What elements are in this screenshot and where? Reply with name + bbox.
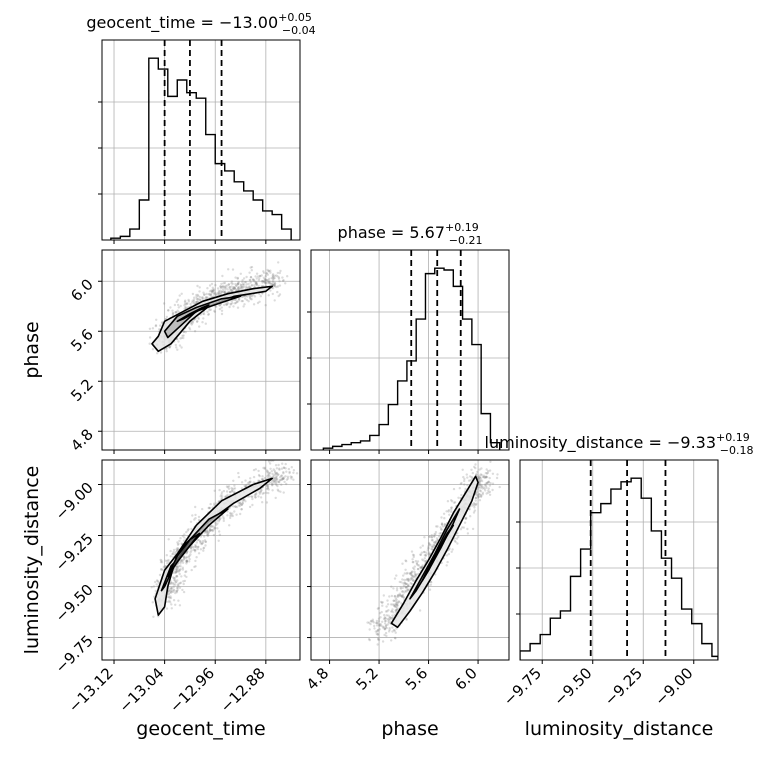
- xtick-label-geocent_time-3: −12.88: [217, 664, 269, 716]
- yaxis-label-phase: phase: [21, 321, 43, 378]
- contour-luminosity_distance_vs_phase-1: [409, 508, 461, 600]
- title-plus-geocent_time: +0.05: [278, 11, 312, 24]
- contour-phase_vs_geocent_time-2: [176, 304, 210, 323]
- contour-luminosity_distance_vs_phase-0: [390, 475, 479, 629]
- title-minus-phase: −0.21: [449, 234, 483, 247]
- panel-luminosity_distance-vs-luminosity_distance: [520, 460, 718, 660]
- xtick-label-luminosity_distance-3: −9.00: [651, 664, 696, 709]
- xtick-label-phase-3: 6.0: [451, 664, 481, 694]
- panel-title-luminosity_distance: luminosity_distance = −9.33+0.19 −0.18: [485, 431, 754, 457]
- xtick-label-phase-2: 5.6: [402, 664, 432, 694]
- ytick-label-phase-2: 5.6: [67, 325, 97, 355]
- ytick-label-phase-3: 6.0: [67, 275, 97, 305]
- histogram-geocent_time: [110, 57, 292, 240]
- title-plus-phase: +0.19: [445, 221, 479, 234]
- contour-luminosity_distance_vs_geocent_time-2: [167, 532, 201, 578]
- xtick-label-luminosity_distance-0: −9.75: [500, 664, 545, 709]
- title-median-phase: 5.67: [409, 223, 445, 242]
- panel-frame-2-1: [310, 459, 510, 661]
- ytick-label-phase-0: 4.8: [67, 425, 97, 455]
- panel-frame-1-0: [101, 249, 301, 451]
- title-plus-luminosity_distance: +0.19: [716, 431, 750, 444]
- ytick-label-luminosity_distance-3: −9.00: [52, 479, 97, 524]
- xtick-label-phase-0: 4.8: [303, 664, 333, 694]
- xaxis-label-phase: phase: [381, 718, 438, 740]
- xtick-label-geocent_time-2: −12.96: [166, 664, 218, 716]
- panel-geocent_time-vs-geocent_time: [102, 40, 300, 240]
- xtick-label-luminosity_distance-1: −9.50: [550, 664, 595, 709]
- xaxis-label-luminosity_distance: luminosity_distance: [525, 718, 714, 740]
- contour-luminosity_distance_vs_phase-2: [421, 524, 455, 582]
- contour-phase_vs_geocent_time-1: [163, 295, 242, 339]
- title-median-luminosity_distance: −9.33: [667, 433, 716, 452]
- panel-frame-0-0: [101, 39, 301, 241]
- panel-frame-1-1: [310, 249, 510, 451]
- contour-luminosity_distance_vs_geocent_time-0: [154, 477, 274, 616]
- panel-title-geocent_time: geocent_time = −13.00+0.05 −0.04: [86, 11, 315, 37]
- panel-luminosity_distance-vs-geocent_time: [102, 460, 300, 660]
- xtick-label-phase-1: 5.2: [352, 664, 382, 694]
- panel-frame-2-2: [519, 459, 719, 661]
- title-param-geocent_time: geocent_time: [86, 13, 195, 33]
- title-median-geocent_time: −13.00: [219, 13, 278, 32]
- ytick-label-phase-1: 5.2: [67, 375, 97, 405]
- ytick-label-luminosity_distance-1: −9.50: [52, 581, 97, 626]
- yaxis-label-luminosity_distance: luminosity_distance: [21, 466, 43, 655]
- xtick-label-geocent_time-1: −13.04: [115, 664, 167, 716]
- title-param-phase: phase: [338, 223, 386, 242]
- panel-phase-vs-geocent_time: [102, 250, 300, 450]
- title-minus-luminosity_distance: −0.18: [720, 444, 754, 457]
- ytick-label-luminosity_distance-0: −9.75: [52, 632, 97, 677]
- panel-luminosity_distance-vs-phase: [311, 460, 509, 660]
- xtick-label-geocent_time-0: −13.12: [65, 664, 117, 716]
- panel-frame-2-0: [101, 459, 301, 661]
- title-minus-geocent_time: −0.04: [282, 24, 316, 37]
- title-param-luminosity_distance: luminosity_distance: [485, 433, 644, 453]
- xtick-label-luminosity_distance-2: −9.25: [601, 664, 646, 709]
- ytick-label-luminosity_distance-2: −9.25: [52, 530, 97, 575]
- xaxis-label-geocent_time: geocent_time: [136, 718, 265, 740]
- panel-phase-vs-phase: [311, 250, 509, 450]
- scatter-points-luminosity_distance_vs_geocent_time: [150, 460, 299, 618]
- panel-title-phase: phase = 5.67+0.19 −0.21: [338, 221, 483, 247]
- histogram-luminosity_distance: [520, 477, 718, 660]
